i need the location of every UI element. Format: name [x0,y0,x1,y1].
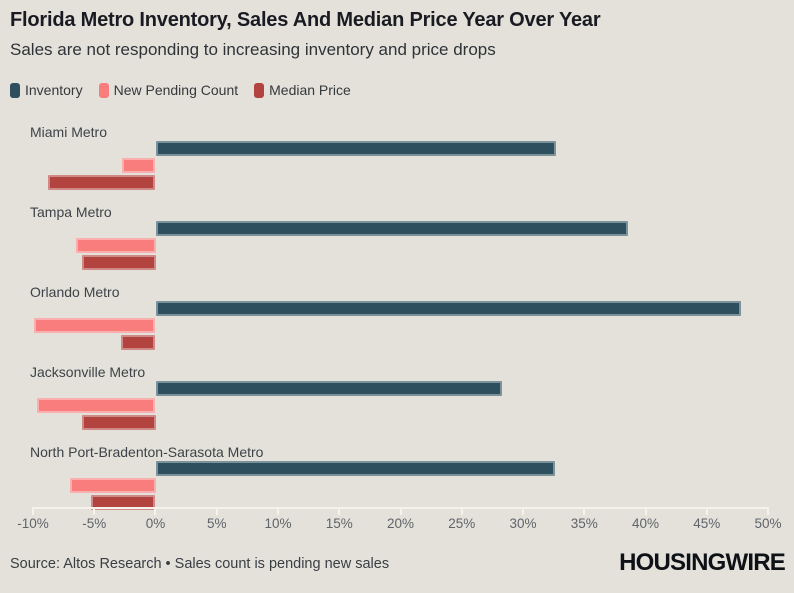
bar-inventory-orlando-metro [155,301,742,316]
legend-item-median-price: Median Price [254,82,351,98]
bar-median-price-north-port-bradenton-sarasota-metro [90,495,156,510]
bar-median-price-orlando-metro [121,335,156,350]
chart-subtitle: Sales are not responding to increasing i… [10,40,496,59]
housingwire-logo: HOUSINGWIRE [619,549,786,576]
x-axis-tick [32,507,34,515]
bar-inventory-miami-metro [155,141,557,156]
new-pending-count-swatch-icon [98,82,109,98]
x-axis-tick [767,507,769,515]
legend: Inventory New Pending Count Median Price [10,82,351,98]
x-axis-tick [460,507,463,515]
x-axis-tick-label: 35% [570,516,598,531]
x-axis-tick [338,507,341,515]
x-axis-tick [154,507,157,515]
x-axis-tick-label: 15% [325,516,353,531]
x-axis-tick-label: -10% [17,516,49,531]
bar-new-pending-count-tampa-metro [75,238,156,253]
x-axis-tick-label: -5% [82,516,107,531]
bar-median-price-miami-metro [47,175,156,190]
bar-inventory-jacksonville-metro [155,381,503,396]
median-price-swatch-icon [254,82,265,98]
category-label-tampa-metro: Tampa Metro [30,204,112,220]
category-labels: Miami Metro Tampa Metro Orlando Metro Jacks… [0,124,794,504]
x-axis-tick-label: 5% [206,516,227,531]
plot-area [33,124,768,510]
x-axis-tick [521,507,524,515]
x-axis-tick [93,507,96,515]
x-axis-tick [583,507,586,515]
x-axis-tick [705,507,708,515]
x-axis-tick-label: 10% [264,516,292,531]
bar-inventory-north-port-bradenton-sarasota-metro [155,461,555,476]
x-axis-tick-label: 40% [631,516,660,531]
bar-inventory-tampa-metro [155,221,629,236]
x-axis-tick [276,507,279,515]
bar-median-price-tampa-metro [82,255,156,270]
bar-median-price-jacksonville-metro [82,415,156,430]
bar-new-pending-count-miami-metro [122,158,156,173]
x-axis-tick-label: 20% [386,516,415,531]
bar-new-pending-count-north-port-bradenton-sarasota-metro [69,478,156,493]
bar-new-pending-count-jacksonville-metro [36,398,156,413]
category-label-orlando-metro: Orlando Metro [30,284,120,300]
x-axis-tick [215,507,218,515]
x-axis-tick-label: 50% [754,516,782,531]
x-axis-tick-label: 45% [693,516,721,531]
x-axis-tick [399,507,402,515]
legend-label-inventory: Inventory [25,82,83,98]
source-note: Source: Altos Research • Sales count is … [10,556,390,572]
x-axis-tick-label: 25% [448,516,476,531]
legend-item-new-pending-count: New Pending Count [98,82,239,98]
category-label-jacksonville-metro: Jacksonville Metro [30,364,146,380]
legend-item-inventory: Inventory [10,82,83,98]
x-axis-tick-label: 30% [509,516,537,531]
legend-label-new-pending-count: New Pending Count [113,82,239,98]
inventory-swatch-icon [10,82,20,98]
bar-new-pending-count-orlando-metro [34,318,156,333]
category-label-miami-metro: Miami Metro [30,124,108,140]
chart-title: Florida Metro Inventory, Sales And Media… [10,9,601,31]
x-axis: -10% -5% 0% 5% 10% 15% 20% 25% 30% 35% 40% 45% 50% [17,507,782,537]
x-axis-tick-label: 0% [145,516,166,531]
category-label-north-port-bradenton-sarasota-metro: North Port-Bradenton-Sarasota Metro [30,444,264,460]
x-axis-tick [644,507,647,515]
legend-label-median-price: Median Price [269,82,351,98]
